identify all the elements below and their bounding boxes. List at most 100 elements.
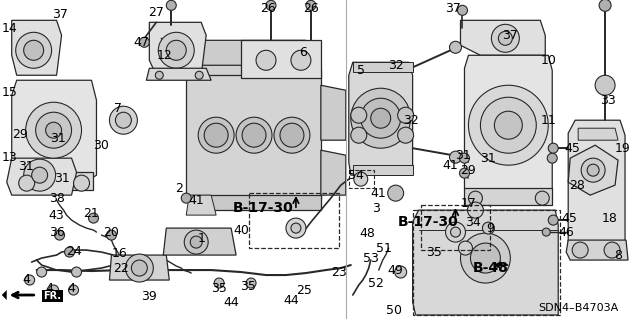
Bar bbox=[420, 205, 490, 250]
Polygon shape bbox=[7, 158, 77, 195]
Text: 51: 51 bbox=[376, 241, 392, 255]
Circle shape bbox=[274, 117, 310, 153]
Text: 32: 32 bbox=[403, 114, 419, 127]
Circle shape bbox=[65, 247, 74, 257]
Polygon shape bbox=[13, 172, 93, 190]
Text: 29: 29 bbox=[461, 164, 476, 177]
Text: 31: 31 bbox=[481, 152, 496, 165]
Circle shape bbox=[361, 98, 401, 138]
Circle shape bbox=[36, 267, 47, 277]
Circle shape bbox=[587, 164, 599, 176]
Polygon shape bbox=[12, 20, 61, 75]
Circle shape bbox=[181, 193, 191, 203]
Circle shape bbox=[25, 275, 35, 285]
Circle shape bbox=[467, 202, 483, 218]
Circle shape bbox=[449, 151, 461, 163]
Circle shape bbox=[24, 159, 56, 191]
Circle shape bbox=[125, 254, 154, 282]
Circle shape bbox=[461, 233, 510, 283]
Text: 39: 39 bbox=[141, 290, 157, 302]
Polygon shape bbox=[149, 22, 206, 75]
Text: 3: 3 bbox=[372, 202, 380, 215]
Circle shape bbox=[236, 117, 272, 153]
Polygon shape bbox=[186, 195, 216, 215]
Circle shape bbox=[604, 242, 620, 258]
Circle shape bbox=[494, 111, 522, 139]
Text: 50: 50 bbox=[386, 303, 402, 316]
Text: SDN4–B4703A: SDN4–B4703A bbox=[538, 303, 618, 313]
Text: 35: 35 bbox=[426, 246, 442, 259]
Polygon shape bbox=[568, 120, 625, 255]
Circle shape bbox=[397, 107, 413, 123]
Circle shape bbox=[458, 241, 472, 255]
Circle shape bbox=[451, 227, 461, 237]
Circle shape bbox=[88, 213, 99, 223]
Text: 20: 20 bbox=[104, 226, 120, 239]
Text: 49: 49 bbox=[388, 263, 404, 277]
Text: 27: 27 bbox=[148, 6, 164, 19]
Circle shape bbox=[195, 71, 203, 79]
Text: 45: 45 bbox=[564, 142, 580, 155]
Circle shape bbox=[351, 107, 367, 123]
Text: 13: 13 bbox=[2, 151, 17, 164]
Circle shape bbox=[68, 285, 79, 295]
Text: 26: 26 bbox=[260, 2, 276, 15]
Text: 17: 17 bbox=[461, 197, 476, 210]
Text: 24: 24 bbox=[66, 245, 81, 257]
Text: 10: 10 bbox=[540, 54, 556, 67]
Circle shape bbox=[106, 230, 116, 240]
Text: 15: 15 bbox=[2, 86, 18, 99]
Polygon shape bbox=[349, 62, 413, 175]
Text: 9: 9 bbox=[486, 222, 494, 234]
Circle shape bbox=[548, 143, 558, 153]
Circle shape bbox=[198, 117, 234, 153]
Circle shape bbox=[190, 236, 202, 248]
Text: 32: 32 bbox=[388, 59, 404, 72]
Text: 23: 23 bbox=[331, 265, 347, 278]
Text: 1: 1 bbox=[197, 232, 205, 245]
Circle shape bbox=[184, 230, 208, 254]
Text: 46: 46 bbox=[558, 226, 574, 239]
Text: 41: 41 bbox=[443, 159, 458, 172]
Polygon shape bbox=[196, 40, 311, 65]
Circle shape bbox=[36, 112, 72, 148]
Text: 2: 2 bbox=[175, 182, 183, 195]
Text: 48: 48 bbox=[360, 226, 376, 240]
Circle shape bbox=[31, 167, 47, 183]
Circle shape bbox=[115, 112, 131, 128]
Bar bbox=[413, 210, 560, 315]
Polygon shape bbox=[578, 128, 618, 140]
Circle shape bbox=[595, 75, 615, 95]
Text: 21: 21 bbox=[84, 207, 99, 219]
Text: 28: 28 bbox=[569, 179, 585, 192]
Text: 5: 5 bbox=[356, 64, 365, 77]
Polygon shape bbox=[186, 70, 321, 200]
Circle shape bbox=[572, 242, 588, 258]
Polygon shape bbox=[191, 195, 321, 210]
Circle shape bbox=[246, 278, 256, 288]
Text: 4: 4 bbox=[68, 282, 76, 294]
Circle shape bbox=[449, 41, 461, 53]
Circle shape bbox=[286, 218, 306, 238]
Text: 31: 31 bbox=[454, 149, 470, 162]
Text: 44: 44 bbox=[283, 293, 299, 307]
Text: 6: 6 bbox=[299, 46, 307, 59]
Circle shape bbox=[280, 123, 304, 147]
Circle shape bbox=[481, 97, 536, 153]
Circle shape bbox=[19, 175, 35, 191]
Circle shape bbox=[242, 123, 266, 147]
Text: 36: 36 bbox=[49, 226, 65, 239]
Circle shape bbox=[499, 31, 513, 45]
Polygon shape bbox=[321, 85, 346, 140]
Polygon shape bbox=[163, 228, 236, 255]
Polygon shape bbox=[568, 145, 618, 195]
Text: 19: 19 bbox=[614, 142, 630, 155]
Circle shape bbox=[26, 102, 81, 158]
Text: 37: 37 bbox=[502, 29, 518, 42]
Text: 29: 29 bbox=[12, 128, 28, 141]
Circle shape bbox=[547, 153, 557, 163]
Text: 35: 35 bbox=[211, 282, 227, 294]
Text: 4: 4 bbox=[23, 272, 31, 286]
Circle shape bbox=[460, 153, 470, 163]
Polygon shape bbox=[147, 68, 211, 80]
